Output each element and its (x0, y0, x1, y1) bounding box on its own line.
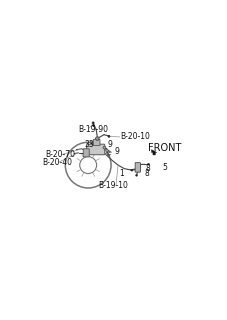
Text: B-19-10: B-19-10 (99, 181, 129, 190)
Text: 33: 33 (85, 140, 94, 149)
Text: 8: 8 (145, 169, 149, 178)
Text: FRONT: FRONT (148, 142, 181, 153)
Circle shape (105, 153, 108, 155)
Circle shape (136, 174, 138, 176)
Text: 9: 9 (107, 140, 112, 148)
Polygon shape (152, 150, 157, 155)
FancyBboxPatch shape (87, 144, 105, 155)
Text: B-20-10: B-20-10 (120, 132, 150, 141)
FancyBboxPatch shape (83, 149, 89, 157)
Text: 8: 8 (145, 164, 150, 173)
Circle shape (131, 169, 133, 171)
Text: B-20-70: B-20-70 (45, 150, 75, 159)
Circle shape (96, 137, 99, 140)
Circle shape (148, 163, 149, 165)
Text: 1: 1 (119, 169, 124, 178)
Text: B-20-40: B-20-40 (42, 158, 72, 167)
FancyBboxPatch shape (93, 139, 100, 146)
Circle shape (103, 146, 106, 149)
Text: 9: 9 (115, 147, 119, 156)
Circle shape (108, 135, 110, 137)
FancyBboxPatch shape (135, 163, 141, 172)
Text: B-19-90: B-19-90 (79, 124, 109, 133)
Circle shape (92, 122, 94, 124)
Text: 5: 5 (162, 163, 167, 172)
